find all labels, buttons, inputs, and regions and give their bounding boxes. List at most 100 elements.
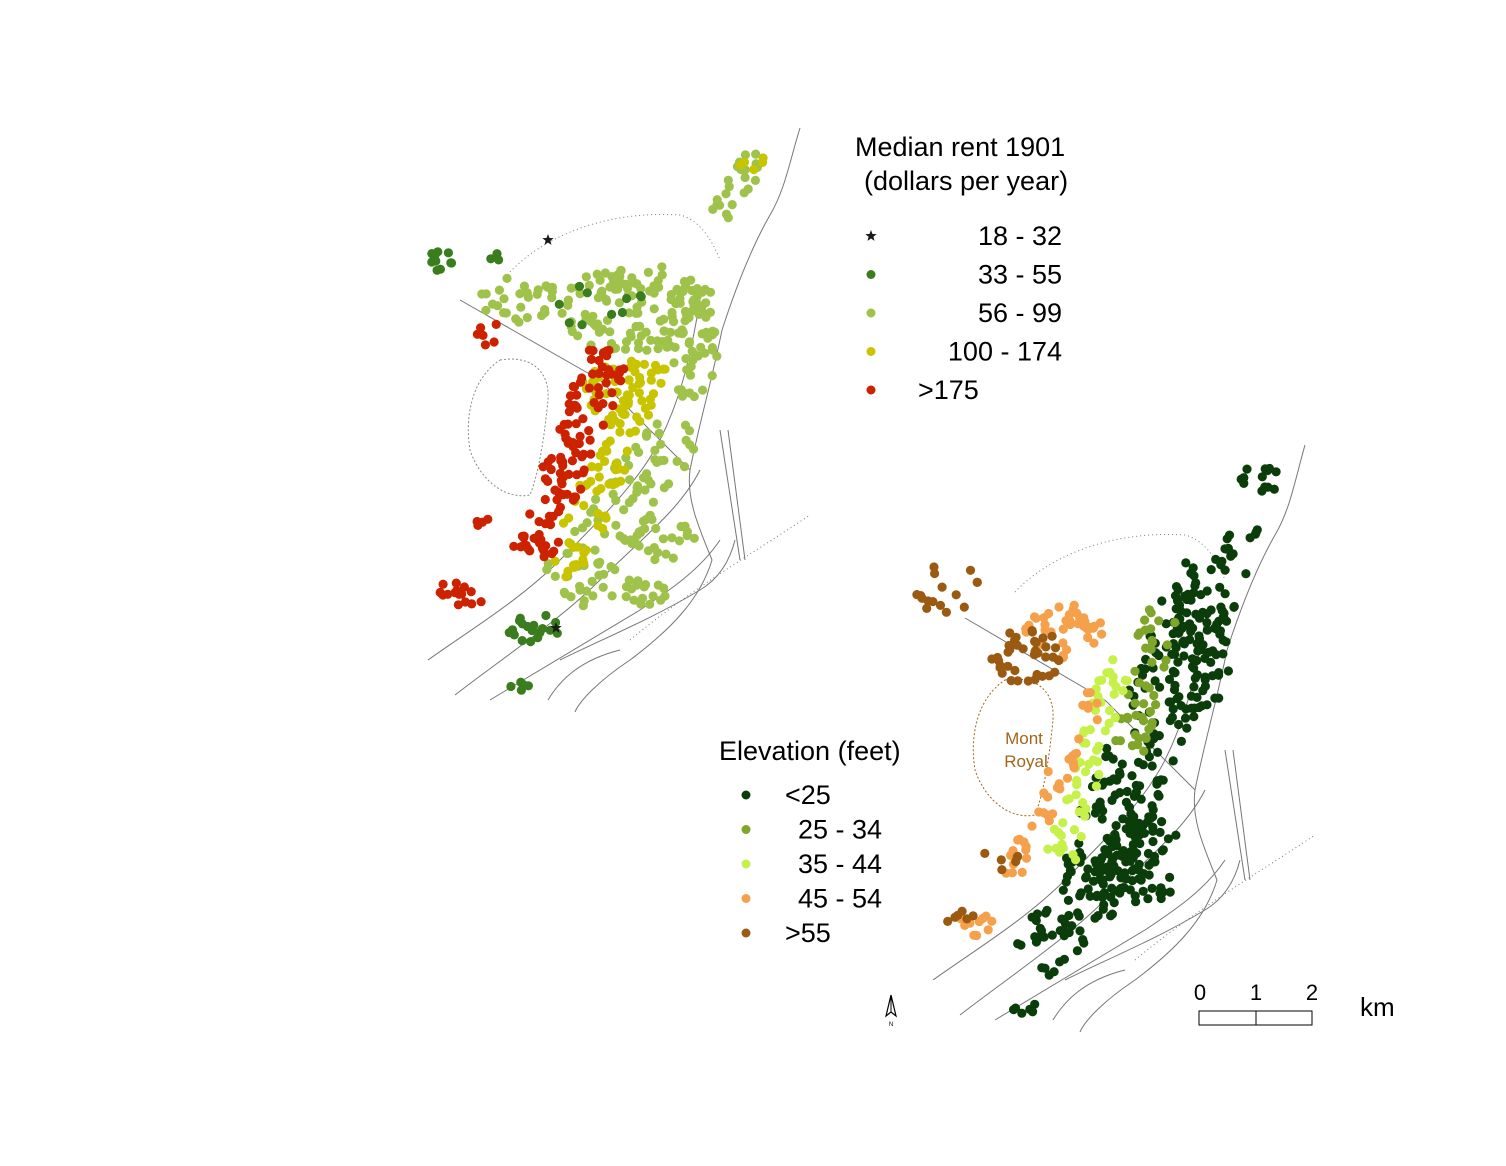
rent-point-33-55 [523, 681, 534, 691]
rent-point-100-174 [620, 465, 630, 475]
rent-point-56-99 [590, 545, 600, 555]
rent-point-175-plus [477, 517, 487, 527]
rent-point-56-99 [696, 342, 706, 352]
elevation-point-45-54 [1017, 867, 1027, 878]
rent-point-175-plus [438, 579, 448, 589]
elevation-point-45-54 [1083, 632, 1093, 643]
elevation-point-25-34 [1141, 733, 1151, 744]
elevation-point-under-25 [1126, 846, 1136, 857]
rent-point-56-99 [657, 262, 667, 272]
elevation-point-under-25 [1028, 1007, 1038, 1017]
elevation-point-under-25 [1074, 911, 1084, 921]
rent-point-175-plus [607, 388, 617, 398]
rent-point-56-99 [664, 479, 674, 489]
rent-point-56-99 [627, 273, 637, 283]
rent-point-100-174 [631, 359, 641, 369]
elevation-point-under-25 [1215, 582, 1225, 592]
rent-point-175-plus [575, 431, 585, 441]
rent-point-56-99 [625, 328, 636, 338]
rent-point-175-plus [534, 517, 544, 527]
rent-point-175-plus [532, 534, 542, 544]
elevation-point-under-25 [1153, 747, 1163, 758]
rent-point-33-55 [528, 625, 539, 635]
elevation-point-under-25 [1155, 827, 1165, 838]
elevation-legend-symbol [741, 928, 751, 938]
rent-point-175-plus [576, 484, 586, 494]
elevation-point-under-25 [1194, 613, 1205, 623]
elevation-point-under-25 [1088, 876, 1099, 886]
elevation-point-over-55 [957, 906, 967, 916]
elevation-point-under-25 [1179, 651, 1189, 661]
elevation-point-25-34 [1131, 710, 1141, 720]
elevation-point-over-55 [1012, 640, 1022, 650]
elevation-point-under-25 [1157, 596, 1167, 606]
rent-point-56-99 [682, 531, 692, 541]
rent-point-56-99 [663, 335, 673, 345]
rent-point-175-plus [594, 390, 604, 400]
elevation-point-under-25 [1167, 712, 1177, 723]
elevation-point-under-25 [1190, 673, 1200, 683]
rent-point-56-99 [651, 523, 661, 534]
elevation-map: Mont Royal [912, 444, 1316, 1033]
elevation-point-under-25 [1174, 692, 1184, 702]
elevation-point-under-25 [1064, 927, 1074, 938]
elevation-point-under-25 [1118, 846, 1128, 856]
elevation-point-under-25 [1168, 666, 1178, 677]
rent-point-56-99 [667, 312, 677, 322]
rent-point-175-plus [584, 345, 595, 355]
elevation-point-under-25 [1242, 464, 1252, 474]
elevation-point-35-44 [1049, 824, 1059, 834]
rent-point-56-99 [707, 371, 717, 381]
elevation-point-under-25 [1091, 891, 1102, 902]
elevation-point-over-55 [1031, 637, 1041, 648]
rent-point-56-99 [608, 489, 618, 499]
rent-point-56-99 [743, 184, 753, 194]
rent-point-56-99 [653, 580, 663, 590]
elevation-point-under-25 [1150, 676, 1160, 686]
elevation-point-35-44 [1072, 780, 1082, 790]
elevation-point-under-25 [1075, 891, 1085, 901]
rent-point-175-plus [560, 429, 570, 439]
elevation-point-under-25 [1191, 578, 1201, 588]
rent-point-33-55 [427, 257, 437, 267]
rent-point-56-99 [653, 344, 663, 354]
elevation-legend-symbol [741, 894, 751, 903]
elevation-point-under-25 [1107, 909, 1117, 919]
elevation-point-over-55 [1005, 628, 1015, 638]
elevation-point-over-55 [968, 911, 978, 921]
elevation-point-45-54 [1058, 638, 1068, 648]
rent-point-56-99 [724, 182, 734, 192]
rent-point-175-plus [571, 448, 581, 458]
elevation-point-45-54 [969, 930, 979, 940]
rent-point-56-99 [562, 548, 572, 559]
rent-point-175-plus [558, 457, 568, 467]
rent-point-56-99 [632, 483, 642, 493]
elevation-point-over-55 [951, 590, 961, 600]
elevation-point-25-34 [1144, 605, 1154, 615]
rent-point-56-99 [740, 150, 751, 160]
elevation-point-under-25 [1090, 913, 1100, 923]
rent-legend-label: >175 [918, 375, 979, 405]
elevation-point-over-55 [995, 662, 1005, 673]
elevation-point-under-25 [1181, 558, 1191, 568]
elevation-point-under-25 [1144, 860, 1154, 870]
rent-point-175-plus [549, 546, 559, 556]
rent-point-33-55 [516, 685, 527, 695]
elevation-point-over-55 [937, 582, 947, 592]
rent-point-56-99 [563, 300, 573, 310]
elevation-point-under-25 [1133, 757, 1144, 768]
rent-point-56-99 [631, 308, 641, 318]
rent-point-175-plus [607, 369, 617, 379]
rent-point-175-plus [491, 319, 501, 329]
rent-point-100-174 [596, 484, 606, 494]
elevation-point-45-54 [1058, 624, 1068, 634]
rent-point-100-174 [624, 375, 634, 385]
elevation-point-under-25 [1157, 817, 1167, 827]
rent-point-56-99 [656, 439, 666, 449]
rent-point-56-99 [684, 338, 694, 349]
elevation-point-35-44 [1088, 755, 1098, 765]
elevation-point-under-25 [1176, 736, 1186, 747]
rent-point-175-plus [564, 399, 574, 409]
rent-point-56-99 [624, 497, 634, 508]
